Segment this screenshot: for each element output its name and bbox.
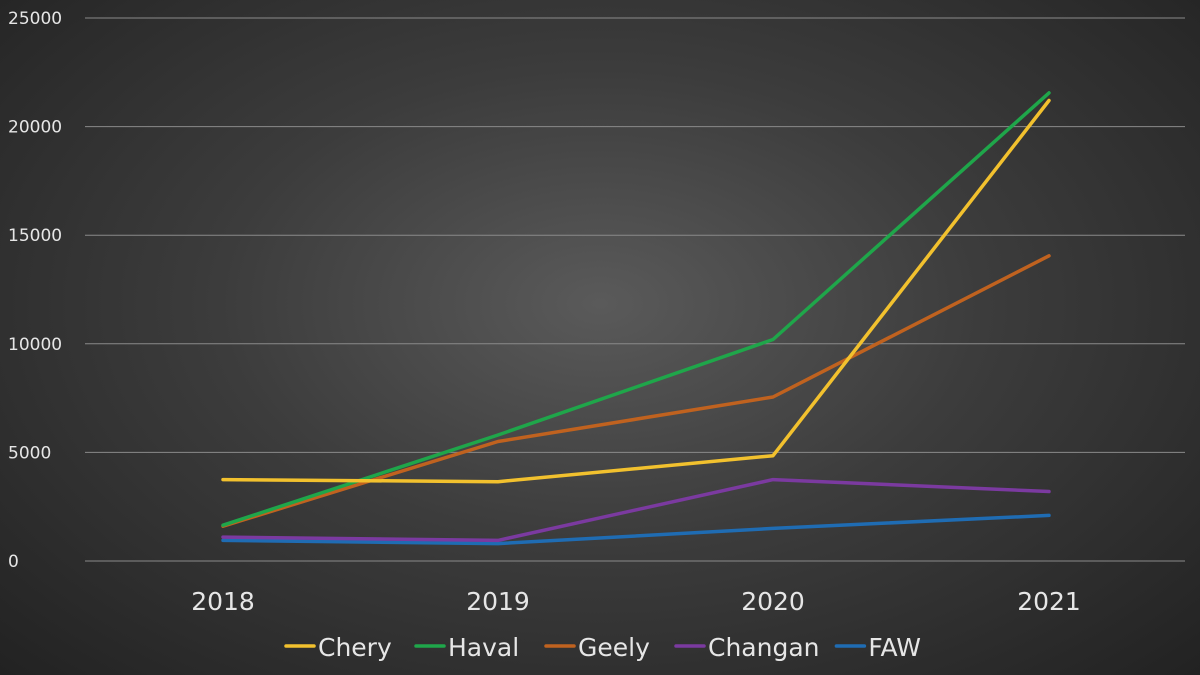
y-tick-label: 5000 — [8, 443, 51, 463]
legend-item-chery: Chery — [284, 633, 392, 662]
y-tick-label: 15000 — [8, 226, 62, 246]
y-axis-ticks: 0 5000 10000 15000 20000 25000 — [8, 9, 62, 572]
legend-label: Changan — [708, 633, 820, 662]
legend-label: Haval — [448, 633, 519, 662]
y-tick-label: 0 — [8, 552, 19, 572]
y-tick-label: 25000 — [8, 9, 62, 29]
y-tick-label: 10000 — [8, 335, 62, 355]
x-tick-label: 2021 — [1017, 587, 1081, 616]
series-line-chery — [221, 98, 1051, 484]
gridlines — [85, 17, 1185, 562]
x-tick-label: 2018 — [191, 587, 255, 616]
y-tick-label: 20000 — [8, 118, 62, 138]
legend-item-geely: Geely — [544, 633, 650, 662]
legend-label: Geely — [578, 633, 650, 662]
series-line-geely — [221, 254, 1051, 528]
series-lines — [221, 91, 1051, 546]
x-tick-label: 2020 — [741, 587, 805, 616]
x-axis-ticks: 2018 2019 2020 2021 — [191, 587, 1081, 616]
legend-item-faw: FAW — [834, 633, 921, 662]
legend-label: Chery — [318, 633, 392, 662]
x-tick-label: 2019 — [466, 587, 530, 616]
legend-item-haval: Haval — [414, 633, 519, 662]
series-line-haval — [221, 91, 1051, 527]
legend-label: FAW — [868, 633, 921, 662]
legend: Chery Haval Geely Changan FAW — [284, 633, 921, 662]
series-line-faw — [221, 513, 1051, 546]
legend-item-changan: Changan — [674, 633, 820, 662]
series-line-changan — [221, 477, 1051, 543]
